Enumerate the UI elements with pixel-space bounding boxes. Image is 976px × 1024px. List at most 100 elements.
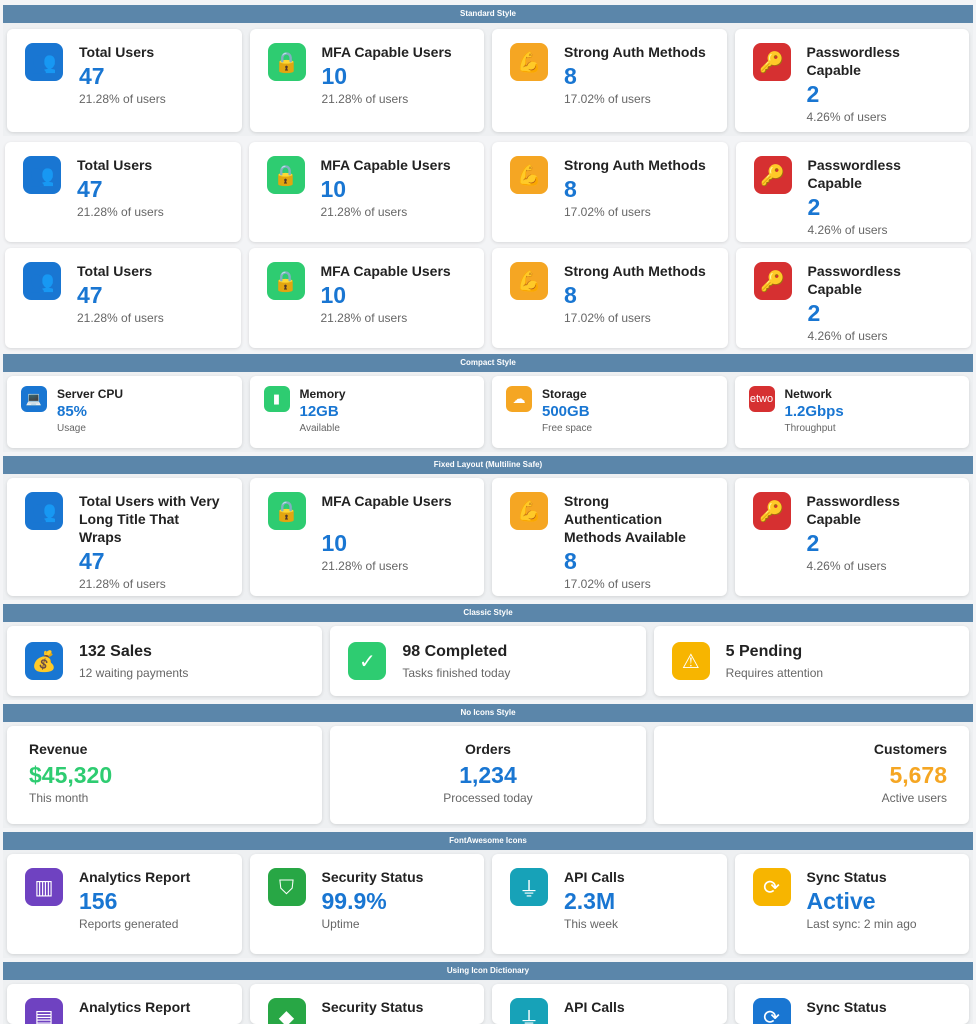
card-subtitle: Free space xyxy=(542,423,593,434)
chart-bar-icon: ▥ xyxy=(25,868,63,906)
strong-arm-icon: 💪 xyxy=(510,492,548,530)
stat-card-storage: ☁ Storage 500GB Free space xyxy=(492,376,727,448)
money-bag-icon: 💰 xyxy=(25,642,63,680)
card-subtitle: 21.28% of users xyxy=(320,205,408,219)
card-subtitle: 21.28% of users xyxy=(79,577,166,591)
stat-card-api: ⏚ API Calls 2.3M This week xyxy=(492,854,727,954)
card-value: 10 xyxy=(321,530,348,556)
users-icon: 👥 xyxy=(25,492,63,530)
card-value: 156 xyxy=(79,888,118,914)
card-title: Storage xyxy=(542,387,587,401)
api-icon: ⏚ xyxy=(510,998,548,1024)
card-subtitle: Tasks finished today xyxy=(402,666,511,680)
card-subtitle: 12 waiting payments xyxy=(79,666,189,680)
compact-panel: 💻 Server CPU 85% Usage ▮ Memory 12GB Availab… xyxy=(3,372,973,452)
card-subtitle: 21.28% of users xyxy=(321,559,409,573)
card-value: 2 xyxy=(807,300,821,326)
stat-card-pending: ⚠ 5 Pending Requires attention xyxy=(653,626,969,696)
stat-card-total-users: 👥 Total Users 47 21.28% of users xyxy=(5,142,241,242)
card-subtitle: Usage xyxy=(57,423,86,434)
stat-card-passwordless: 🔑 Passwordless Capable 2 4.26% of users xyxy=(735,142,971,242)
card-subtitle: 17.02% of users xyxy=(564,577,651,591)
stat-card-strong-auth-long: 💪 Strong Authentication Methods Availabl… xyxy=(492,478,727,596)
card-title: API Calls xyxy=(564,869,625,885)
card-title: Analytics Report xyxy=(79,869,191,885)
stat-card-cpu: 💻 Server CPU 85% Usage xyxy=(7,376,242,448)
stat-card-security: ◆ Security Status xyxy=(249,984,484,1024)
card-subtitle: Throughput xyxy=(784,423,836,434)
card-title: Passwordless Capable xyxy=(806,44,900,78)
card-value: 8 xyxy=(564,548,577,574)
users-icon: 👥 xyxy=(23,156,61,194)
card-subtitle: 4.26% of users xyxy=(807,329,888,343)
stat-card-analytics: ▥ Analytics Report 156 Reports generated xyxy=(7,854,242,954)
card-value: $45,320 xyxy=(29,762,113,788)
section-title-compact: Compact Style xyxy=(3,354,973,372)
card-title: Customers xyxy=(873,741,947,757)
analytics-icon: ▤ xyxy=(25,998,63,1024)
stat-card-passwordless: 🔑 Passwordless Capable 2 4.26% of users xyxy=(735,248,971,348)
card-title: Server CPU xyxy=(57,387,124,401)
card-subtitle: Requires attention xyxy=(725,666,824,680)
plug-icon: ⏚ xyxy=(510,868,548,906)
stat-card-memory: ▮ Memory 12GB Available xyxy=(249,376,484,448)
users-icon: 👥 xyxy=(23,262,61,300)
stat-card-mfa: 🔒 MFA Capable Users 10 21.28% of users xyxy=(249,29,484,132)
card-title: Memory xyxy=(299,387,346,401)
card-title: Passwordless Capable xyxy=(807,263,901,297)
stat-card-api: ⏚ API Calls xyxy=(492,984,727,1024)
stat-card-mfa: 🔒 MFA Capable Users 10 21.28% of users xyxy=(249,478,484,596)
stat-card-sync: ⟳ Sync Status Active Last sync: 2 min ago xyxy=(734,854,969,954)
stat-card-strong-auth: 💪 Strong Auth Methods 8 17.02% of users xyxy=(492,29,727,132)
card-subtitle: Last sync: 2 min ago xyxy=(806,917,917,931)
card-value: 47 xyxy=(77,176,103,202)
card-title: Sync Status xyxy=(806,999,887,1015)
key-icon: 🔑 xyxy=(752,492,791,530)
card-value: 47 xyxy=(77,282,103,308)
fontawesome-panel: ▥ Analytics Report 156 Reports generated ⛉… xyxy=(3,850,973,958)
card-value: 8 xyxy=(564,282,577,308)
card-subtitle: 4.26% of users xyxy=(806,110,887,124)
section-title-no-icons: No Icons Style xyxy=(3,704,973,722)
strong-arm-icon: 💪 xyxy=(510,156,548,194)
stat-card-total-users: 👥 Total Users 47 21.28% of users xyxy=(5,248,241,348)
warning-icon: ⚠ xyxy=(671,642,710,680)
sync-icon: ⟳ xyxy=(752,998,791,1024)
card-title: API Calls xyxy=(564,999,625,1015)
card-value: 500GB xyxy=(542,403,590,420)
stat-card-revenue: Revenue $45,320 This month xyxy=(7,726,323,824)
card-subtitle: This week xyxy=(564,917,619,931)
dictionary-panel: ▤ Analytics Report ◆ Security Status ⏚ A… xyxy=(3,980,973,1024)
card-subtitle: 17.02% of users xyxy=(564,311,651,325)
stat-card-security: ⛉ Security Status 99.9% Uptime xyxy=(249,854,484,954)
users-icon: 👥 xyxy=(25,43,63,81)
stat-card-customers: Customers 5,678 Active users xyxy=(653,726,969,824)
key-icon: 🔑 xyxy=(752,43,791,81)
card-title: 5 Pending xyxy=(725,643,803,660)
card-value: 1,234 xyxy=(459,762,517,788)
card-title: Strong Auth Methods xyxy=(564,44,706,60)
card-title: Revenue xyxy=(29,741,88,757)
stat-card-total-users: 👥 Total Users 47 21.28% of users xyxy=(7,29,242,132)
card-title: Passwordless Capable xyxy=(806,493,900,527)
card-value: 2 xyxy=(806,530,820,556)
card-value: 12GB xyxy=(299,403,339,420)
stat-card-mfa: 🔒 MFA Capable Users 10 21.28% of users xyxy=(248,248,484,348)
card-title: Total Users xyxy=(77,157,153,173)
card-title: Strong Authentication Methods Available xyxy=(564,493,686,545)
card-title: MFA Capable Users xyxy=(321,44,452,60)
section-title-classic: Classic Style xyxy=(3,604,973,622)
cloud-icon: ☁ xyxy=(506,386,532,412)
section-title-dictionary: Using Icon Dictionary xyxy=(3,962,973,980)
section-title-fixed: Fixed Layout (Multiline Safe) xyxy=(3,456,973,474)
card-title: Analytics Report xyxy=(79,999,191,1015)
card-title: Orders xyxy=(465,741,511,757)
card-value: 5,678 xyxy=(889,762,947,788)
card-value: 1.2Gbps xyxy=(784,403,844,420)
card-title: MFA Capable Users xyxy=(321,493,452,509)
noicons-panel: Revenue $45,320 This month Orders 1,234 Proc… xyxy=(3,722,973,828)
stat-card-orders: Orders 1,234 Processed today xyxy=(330,726,646,824)
card-subtitle: 21.28% of users xyxy=(77,205,164,219)
card-value: 47 xyxy=(79,548,105,574)
card-subtitle: 4.26% of users xyxy=(807,223,888,237)
